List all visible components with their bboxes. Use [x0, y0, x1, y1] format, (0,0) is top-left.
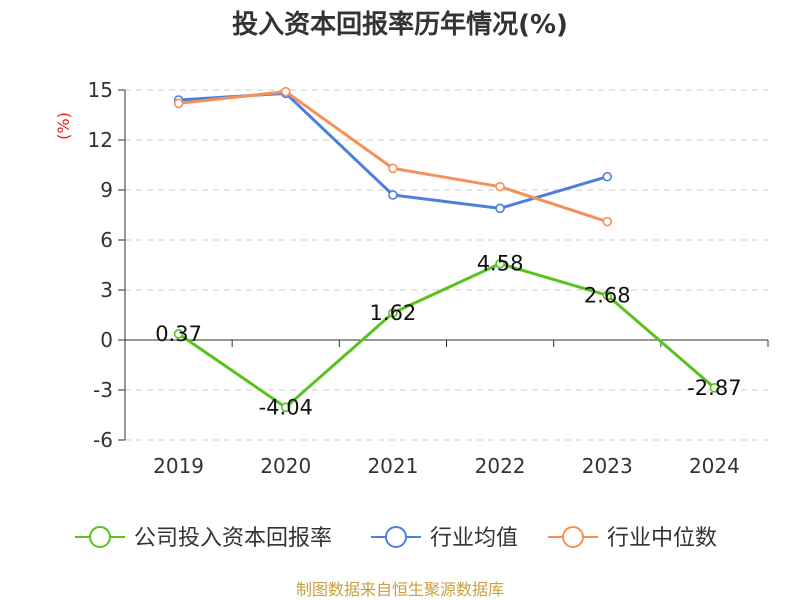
y-tick-label: 9	[100, 178, 113, 202]
data-point	[173, 98, 184, 109]
x-tick-label: 2022	[475, 454, 526, 478]
y-tick-label: 3	[100, 278, 113, 302]
axes: 15 12 9 6 3 0 -3 -6 2019 2020 2021 2022 2023 2024	[88, 78, 769, 478]
data-label: -4.04	[259, 395, 313, 419]
data-label: 4.58	[477, 252, 524, 276]
source-note: 制图数据来自恒生聚源数据库	[296, 580, 504, 599]
y-tick-label: -6	[93, 428, 113, 452]
y-tick-label: 15	[88, 78, 113, 102]
x-tick-label: 2019	[153, 454, 204, 478]
data-point	[495, 258, 505, 269]
chart-title: 投入资本回报率历年情况(%)	[232, 9, 568, 40]
legend-swatch-marker	[385, 526, 407, 548]
legend-label: 行业中位数	[607, 526, 717, 551]
y-tick-label: 0	[100, 328, 113, 352]
series-line-2	[178, 90, 608, 224]
legend[interactable]: 公司投入资本回报率 行业均值 行业中位数	[75, 526, 717, 551]
x-tick-label: 2024	[689, 454, 740, 478]
legend-label: 行业均值	[430, 526, 518, 551]
grid	[125, 89, 768, 441]
x-tick-label: 2023	[582, 454, 633, 478]
x-tick-label: 2020	[260, 454, 311, 478]
data-point	[173, 329, 184, 339]
data-point	[602, 171, 613, 182]
data-point	[709, 383, 720, 393]
y-tick-label: 6	[100, 228, 113, 252]
y-tick-label: -3	[93, 378, 113, 402]
data-point	[388, 190, 398, 200]
data-point	[602, 216, 613, 227]
data-point	[495, 181, 505, 192]
y-axis-label: (%)	[54, 112, 73, 140]
data-point	[280, 402, 291, 413]
legend-item-0[interactable]: 公司投入资本回报率	[75, 526, 332, 551]
data-label: 1.62	[370, 301, 417, 325]
data-point	[388, 163, 398, 174]
data-point	[280, 86, 291, 97]
x-tick-label: 2021	[367, 454, 418, 478]
data-point	[495, 203, 505, 214]
data-point	[602, 290, 613, 301]
series	[173, 86, 720, 413]
data-point	[388, 308, 398, 318]
legend-swatch-marker	[562, 526, 584, 548]
legend-swatch-marker	[89, 526, 111, 548]
data-label: 2.68	[584, 283, 631, 307]
data-label: -2.87	[687, 376, 741, 400]
legend-item-1[interactable]: 行业均值	[371, 526, 518, 551]
legend-item-2[interactable]: 行业中位数	[548, 526, 717, 551]
data-labels: 0.37 -4.04 1.62 4.58 2.68 -2.87	[155, 252, 741, 420]
legend-label: 公司投入资本回报率	[134, 526, 332, 551]
series-line-0	[177, 262, 716, 409]
y-tick-label: 12	[88, 128, 113, 152]
data-label: 0.37	[155, 322, 202, 346]
